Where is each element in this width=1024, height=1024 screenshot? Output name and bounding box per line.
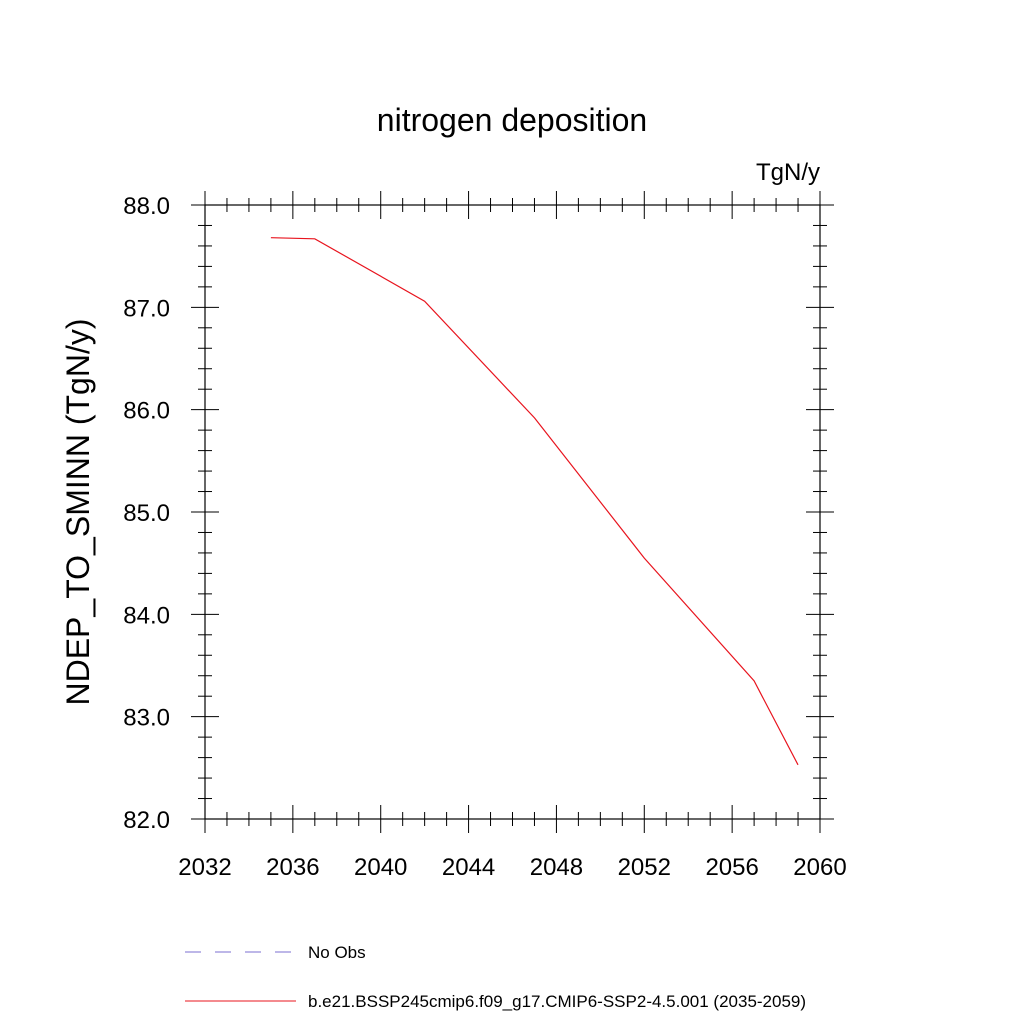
y-tick-label: 88.0 [123,193,170,220]
y-tick-label: 82.0 [123,807,170,834]
legend-label-no-obs: No Obs [308,943,366,962]
y-tick-label: 84.0 [123,602,170,629]
y-axis-tick-labels: 82.0 83.0 84.0 85.0 86.0 87.0 88.0 [123,193,170,834]
series-line [270,237,799,766]
units-label: TgN/y [756,159,820,186]
x-axis-tick-labels: 2032 2036 2040 2044 2048 2052 2056 2060 [178,854,846,881]
x-tick-label: 2044 [442,854,495,881]
x-tick-label: 2036 [266,854,319,881]
x-tick-label: 2056 [705,854,758,881]
y-tick-label: 87.0 [123,295,170,322]
x-tick-label: 2048 [530,854,583,881]
y-axis-ticks [191,204,834,820]
y-tick-label: 85.0 [123,500,170,527]
y-tick-label: 83.0 [123,705,170,732]
x-tick-label: 2040 [354,854,407,881]
series-layer [270,237,799,766]
chart-title: nitrogen deposition [377,102,647,138]
plot-frame [204,204,821,820]
x-axis-ticks [204,191,821,833]
x-tick-label: 2032 [178,854,231,881]
x-tick-label: 2052 [618,854,671,881]
legend: No Obs b.e21.BSSP245cmip6.f09_g17.CMIP6-… [185,943,806,1011]
x-tick-label: 2060 [793,854,846,881]
y-axis-label: NDEP_TO_SMINN (TgN/y) [60,318,96,705]
legend-label-ssp245: b.e21.BSSP245cmip6.f09_g17.CMIP6-SSP2-4.… [308,992,806,1011]
y-tick-label: 86.0 [123,398,170,425]
